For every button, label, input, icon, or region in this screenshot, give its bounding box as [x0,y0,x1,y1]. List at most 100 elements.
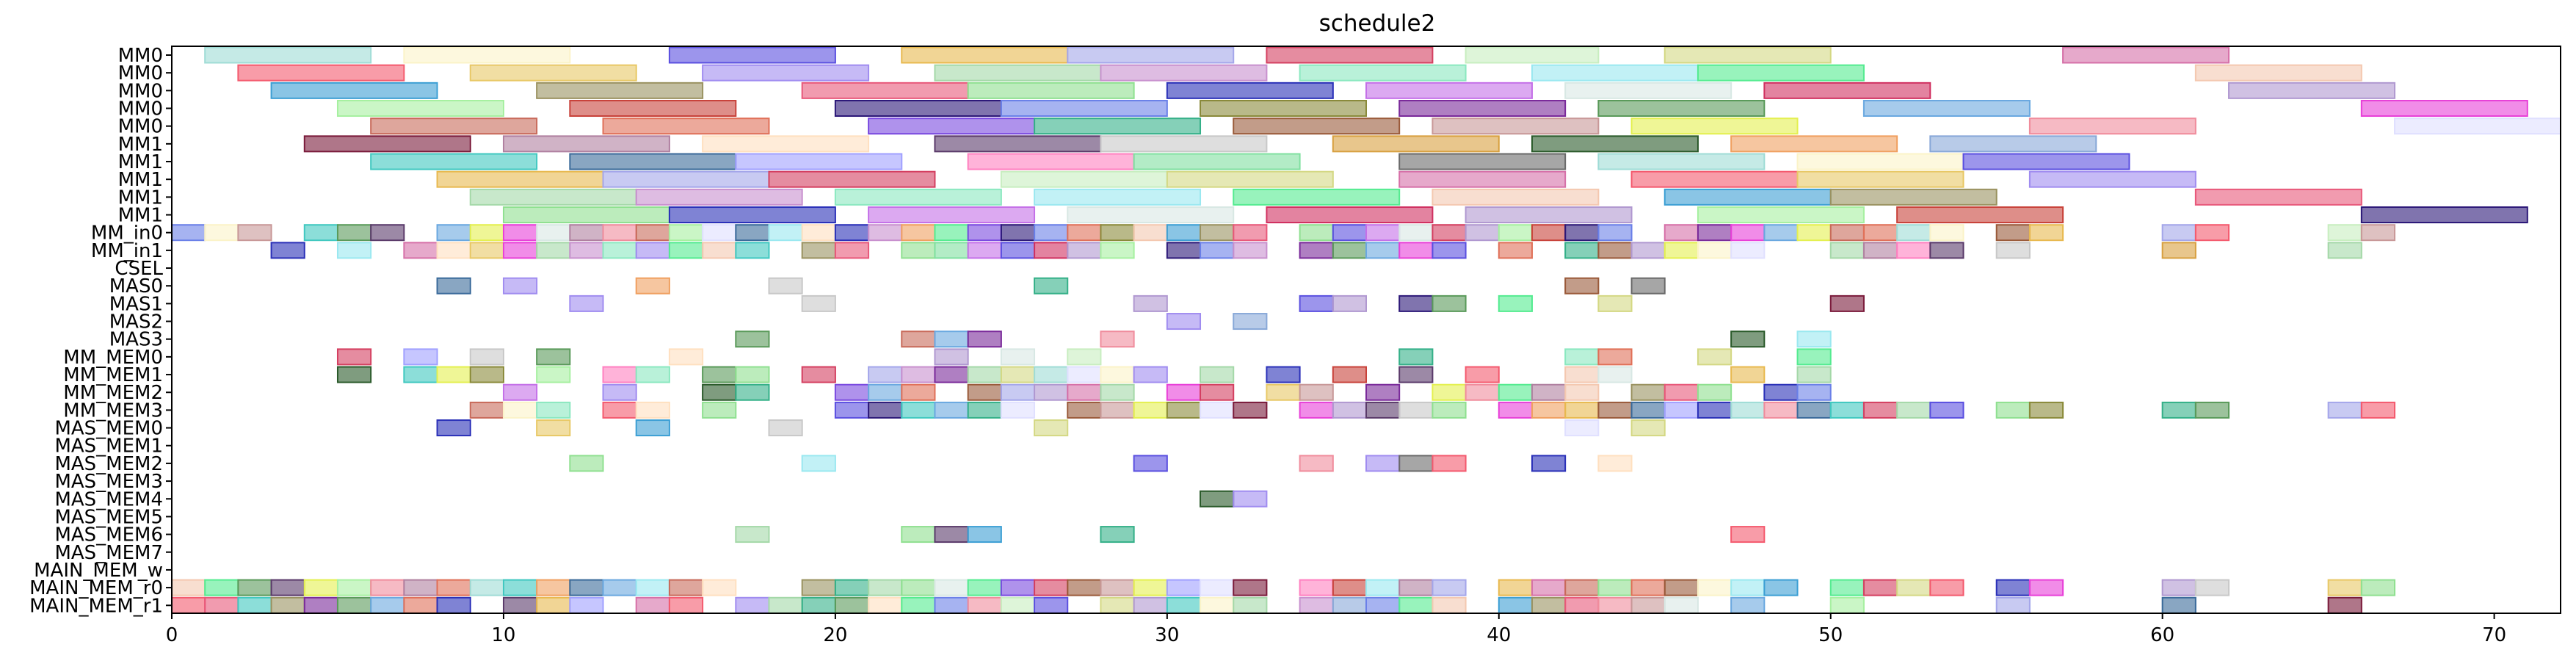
task-bar [1630,277,1666,295]
task-bar [1730,596,1766,614]
task-bar [1597,455,1633,472]
task-bar [668,596,704,614]
task-bar [1299,224,1334,242]
task-bar [1100,401,1135,419]
task-bar [901,224,936,242]
task-bar [1133,295,1168,312]
task-bar [1432,383,1467,401]
y-axis: MM0MM0MM0MM0MM0MM1MM1MM1MM1MM1MM_in0MM_i… [29,45,172,617]
task-bar [502,224,538,242]
task-bar [1597,153,1766,170]
bars-layer [171,46,2562,614]
task-bar [403,242,438,259]
task-bar [237,579,272,596]
task-bar [469,348,504,366]
task-bar [702,579,737,596]
task-bar [1465,224,1500,242]
task-bar [1100,330,1135,348]
task-bar [1597,596,1633,614]
y-tick-label: MM0 [118,116,163,138]
task-bar [2327,401,2362,419]
task-bar [2360,579,2396,596]
task-bar [469,401,504,419]
task-bar [2228,82,2396,99]
task-bar [1233,224,1268,242]
task-bar [1465,206,1633,224]
task-bar [370,153,538,170]
task-bar [403,596,438,614]
task-bar [1299,596,1334,614]
task-bar [934,135,1102,153]
task-bar [1034,188,1202,206]
task-bar [1000,100,1168,118]
task-bar [2327,596,2362,614]
task-bar [569,100,737,118]
task-bar [1200,100,1368,118]
task-bar [1862,100,2031,118]
task-bar [1000,579,1036,596]
task-bar [2360,100,2528,118]
task-bar [2194,64,2362,82]
task-bar [569,295,604,312]
task-bar [1697,579,1733,596]
task-bar [2161,242,2196,259]
task-bar [1564,224,1600,242]
task-bar [1100,526,1135,543]
task-bar [801,242,836,259]
task-bar [1332,401,1367,419]
y-tick-label: CSEL [115,258,163,280]
task-bar [868,118,1036,135]
task-bar [602,401,637,419]
task-bar [270,82,438,99]
task-bar [1564,242,1600,259]
task-bar [1432,188,1600,206]
y-tick-label: MM_in1 [91,240,163,262]
task-bar [635,579,670,596]
task-bar [2360,224,2396,242]
task-bar [336,579,372,596]
task-bar [768,170,936,188]
task-bar [1332,135,1500,153]
y-tick-label: MM_in0 [91,223,163,245]
task-bar [536,82,704,99]
task-bar [934,348,969,366]
task-bar [204,46,372,64]
task-bar [1663,242,1699,259]
task-bar [1200,490,1235,508]
task-bar [868,206,1036,224]
task-bar [1829,579,1865,596]
task-bar [303,579,338,596]
task-bar [1100,242,1135,259]
task-bar [1233,118,1401,135]
task-bar [1730,526,1766,543]
task-bar [1332,596,1367,614]
task-bar [1266,46,1434,64]
task-bar [635,366,670,383]
task-bar [834,242,870,259]
x-axis: 0 10 20 30 40 50 60 70 [166,613,2506,646]
task-bar [868,596,903,614]
task-bar [1862,579,1898,596]
task-bar [336,242,372,259]
task-bar [801,366,836,383]
task-bar [1233,401,1268,419]
task-bar [1067,579,1102,596]
task-bar [502,383,538,401]
task-bar [469,224,504,242]
y-tick-label: MM0 [118,45,163,67]
task-bar [1233,313,1268,330]
task-bar [1862,401,1898,419]
task-bar [270,596,305,614]
task-bar [1829,596,1865,614]
task-bar [1200,579,1235,596]
task-bar [801,596,836,614]
task-bar [1697,348,1733,366]
task-bar [901,383,936,401]
task-bar [1398,348,1434,366]
task-bar [1465,366,1500,383]
task-bar [1796,224,1832,242]
task-bar [1000,224,1036,242]
task-bar [1995,242,2031,259]
plot-frame [171,46,2561,614]
task-bar [1498,242,1533,259]
